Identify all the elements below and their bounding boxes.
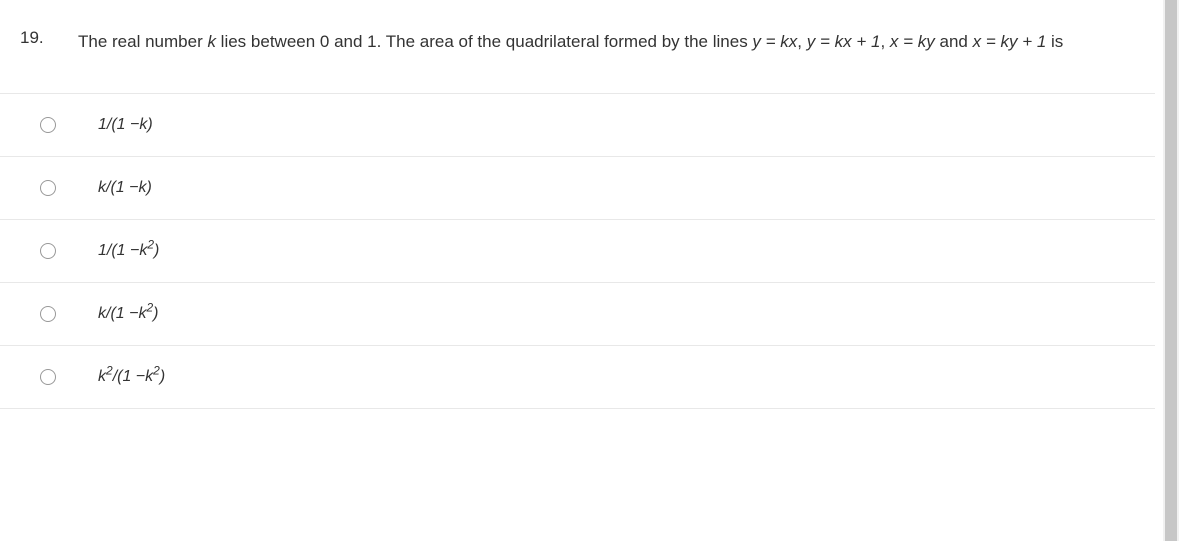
scrollbar-track [1163,0,1179,541]
option-text: 1/(1 −k2) [98,242,159,260]
option-text: 1/(1 −k) [98,116,153,134]
radio-wrapper [20,117,98,133]
question-equation: x = ky + 1 [973,32,1047,51]
radio-wrapper [20,243,98,259]
radio-button[interactable] [40,243,56,259]
radio-button[interactable] [40,180,56,196]
option-text: k2/(1 −k2) [98,368,165,386]
question-row: 19. The real number k lies between 0 and… [0,0,1155,94]
option-row-2[interactable]: k/(1 −k) [0,157,1155,220]
question-text-part: and [935,32,973,51]
option-row-3[interactable]: 1/(1 −k2) [0,220,1155,283]
question-equation: y = kx + 1 [807,32,881,51]
option-text: k/(1 −k) [98,179,152,197]
radio-button[interactable] [40,369,56,385]
radio-button[interactable] [40,117,56,133]
question-text-part: lies between 0 and 1. The area of the qu… [216,32,752,51]
question-equation: y = kx [752,32,797,51]
quiz-container: 19. The real number k lies between 0 and… [0,0,1155,409]
radio-button[interactable] [40,306,56,322]
question-text-part: The real number [78,32,207,51]
scrollbar-thumb[interactable] [1165,0,1177,541]
radio-wrapper [20,369,98,385]
question-equation: x = ky [890,32,935,51]
radio-wrapper [20,180,98,196]
question-number: 19. [0,28,78,55]
question-text: The real number k lies between 0 and 1. … [78,28,1103,55]
question-var-k: k [207,32,216,51]
question-text-part: is [1046,32,1063,51]
question-text-part: , [797,32,806,51]
option-row-1[interactable]: 1/(1 −k) [0,94,1155,157]
option-text: k/(1 −k2) [98,305,158,323]
option-row-5[interactable]: k2/(1 −k2) [0,346,1155,409]
question-text-part: , [880,32,889,51]
option-row-4[interactable]: k/(1 −k2) [0,283,1155,346]
radio-wrapper [20,306,98,322]
